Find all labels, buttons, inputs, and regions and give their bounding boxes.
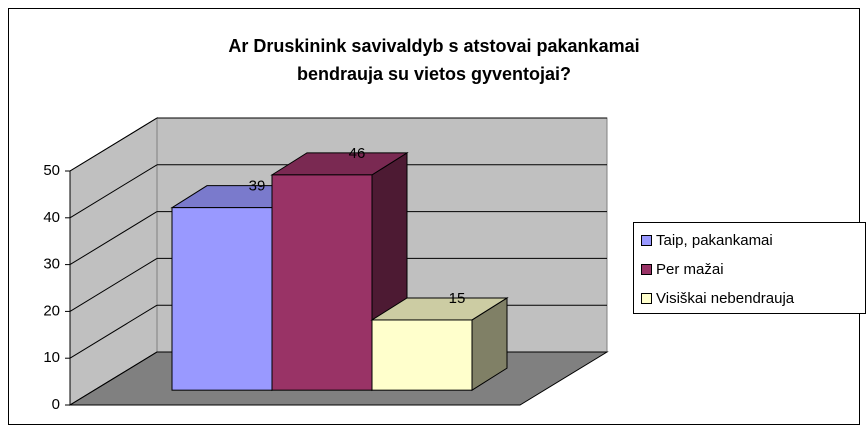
data-label: 39: [249, 178, 266, 195]
y-tick-label: 0: [52, 396, 60, 413]
legend-swatch: [641, 235, 652, 246]
legend-swatch: [641, 264, 652, 275]
y-tick-label: 20: [43, 302, 60, 319]
data-label: 15: [449, 290, 466, 307]
y-tick-label: 40: [43, 209, 60, 226]
grid-line: [69, 257, 158, 312]
grid-line: [69, 351, 158, 406]
y-tick-label: 10: [43, 349, 60, 366]
legend-box: [633, 222, 866, 314]
grid-line: [69, 117, 158, 172]
grid-line: [69, 211, 158, 266]
legend-label: Visiškai nebendrauja: [656, 290, 795, 307]
bar: [371, 319, 473, 391]
data-label: 46: [349, 145, 366, 162]
bar: [171, 207, 273, 391]
grid-line: [69, 164, 158, 219]
legend-swatch: [641, 293, 652, 304]
chart-title: bendrauja su vietos gyventojai?: [297, 64, 571, 84]
y-tick-label: 50: [43, 162, 60, 179]
legend-label: Taip, pakankamai: [656, 232, 773, 249]
bar: [271, 174, 373, 391]
chart-title: Ar Druskinink savivaldyb s atstovai paka…: [228, 36, 639, 56]
grid-line: [69, 304, 158, 359]
legend-label: Per mažai: [656, 261, 724, 278]
y-tick-label: 30: [43, 256, 60, 273]
